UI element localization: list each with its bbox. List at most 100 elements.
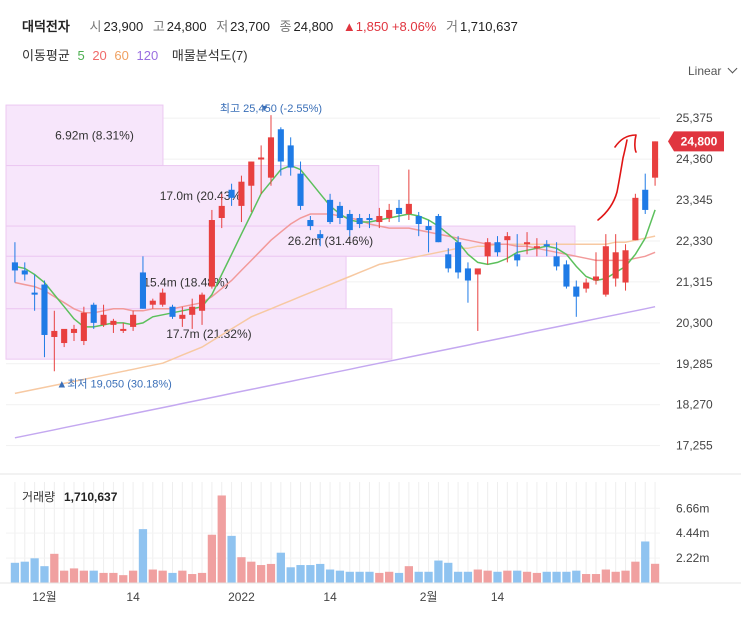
stock-name: 대덕전자 — [22, 19, 70, 34]
volume-bar — [375, 572, 384, 583]
volume-profile-label: 15.4m (18.48%) — [143, 276, 228, 290]
volume-bar — [444, 562, 453, 583]
ma20-line — [14, 213, 656, 314]
candle-body — [484, 242, 491, 257]
volume-bar — [138, 529, 148, 583]
candle-body — [307, 220, 314, 227]
low-label: 저 — [216, 19, 229, 34]
ma120-legend[interactable]: 120 — [136, 48, 159, 63]
candle-body — [563, 264, 570, 287]
volume-bar — [542, 571, 551, 583]
close-value: 24,800 — [293, 19, 334, 34]
candle-body — [543, 244, 550, 247]
candle-body — [395, 207, 403, 214]
volume-bar — [188, 574, 197, 583]
scale-dropdown[interactable]: Linear — [688, 63, 738, 78]
volume-profile-bar — [5, 225, 576, 257]
candle-body — [267, 137, 275, 178]
volume-profile-bar — [5, 255, 347, 310]
volume-bar — [601, 569, 610, 583]
candle-body — [474, 268, 481, 275]
candle-body — [238, 181, 245, 206]
candle-body — [130, 314, 137, 327]
candle-body — [494, 242, 501, 253]
current-price-tag — [668, 131, 724, 152]
candle-body — [514, 254, 521, 261]
ma20-legend[interactable]: 20 — [92, 48, 107, 63]
y-tick-label: 25,375 — [676, 111, 713, 125]
candle-body — [435, 215, 442, 243]
candle-body — [652, 141, 659, 178]
change-value: ▲1,850 +8.06% — [342, 19, 437, 34]
volume-bar — [247, 561, 256, 583]
volume-tick-label: 6.66m — [676, 501, 709, 515]
volume-bar — [582, 574, 591, 583]
candle-body — [504, 236, 511, 241]
high-value: 24,800 — [166, 19, 207, 34]
low-marker-label: ▲최저 19,050 (30.18%) — [56, 377, 172, 390]
candle — [139, 256, 147, 309]
ma5-legend[interactable]: 5 — [77, 48, 85, 63]
volume-bar — [316, 563, 325, 583]
candle-body — [533, 246, 540, 249]
candle — [228, 183, 235, 206]
volume-bar — [513, 570, 522, 583]
candle — [100, 304, 107, 327]
candle-body — [327, 199, 334, 223]
volume-bar — [286, 567, 295, 583]
y-tick-label: 19,285 — [676, 357, 713, 371]
candle-body — [455, 242, 462, 273]
candle-body — [120, 328, 127, 331]
x-tick-label: 14 — [323, 590, 337, 604]
volume-profile-bar — [5, 308, 393, 360]
candle-body — [583, 282, 590, 289]
candle — [31, 274, 38, 311]
candle — [622, 244, 629, 291]
volume-bar — [178, 570, 187, 583]
y-tick-label: 17,255 — [676, 439, 713, 453]
volume-bar — [503, 570, 512, 583]
ma60-legend[interactable]: 60 — [114, 48, 129, 63]
candle — [189, 298, 196, 329]
candle-body — [208, 220, 215, 287]
candle-body — [110, 320, 117, 325]
candle — [386, 203, 393, 223]
ma60-line — [14, 235, 656, 395]
candle — [474, 268, 481, 331]
candle-body — [248, 161, 255, 186]
candle — [336, 201, 343, 225]
candle-body — [287, 145, 294, 168]
candle — [573, 280, 580, 317]
volume-bar — [158, 570, 167, 583]
candle — [238, 175, 245, 223]
candle-body — [179, 314, 186, 319]
open-label: 시 — [89, 19, 102, 34]
volume-profile-bar — [5, 165, 380, 227]
volume-bar — [20, 561, 29, 583]
candle — [287, 137, 294, 176]
candle — [405, 169, 412, 221]
y-tick-label: 23,345 — [676, 193, 713, 207]
candle — [484, 238, 491, 265]
volume-bar — [365, 571, 374, 583]
candle — [612, 234, 619, 287]
volume-profile-toggle[interactable]: 매물분석도(7) — [171, 48, 248, 63]
x-tick-label: 2월 — [420, 590, 438, 604]
candle-body — [523, 242, 531, 245]
y-tick-label: 18,270 — [676, 398, 713, 412]
ma-legend-label[interactable]: 이동평균 — [22, 48, 70, 63]
candle — [120, 322, 127, 333]
candle-body — [277, 129, 284, 162]
candle — [61, 328, 68, 348]
candle — [632, 193, 639, 241]
volume-bar — [572, 570, 581, 583]
high-marker-arrow: ▼ — [260, 103, 269, 113]
candle-body — [356, 218, 363, 225]
volume-bar — [50, 553, 59, 583]
candle — [425, 220, 432, 253]
volume-bar — [99, 572, 108, 583]
candle-body — [553, 256, 560, 267]
candle — [80, 306, 87, 346]
volume-bar — [650, 563, 660, 583]
